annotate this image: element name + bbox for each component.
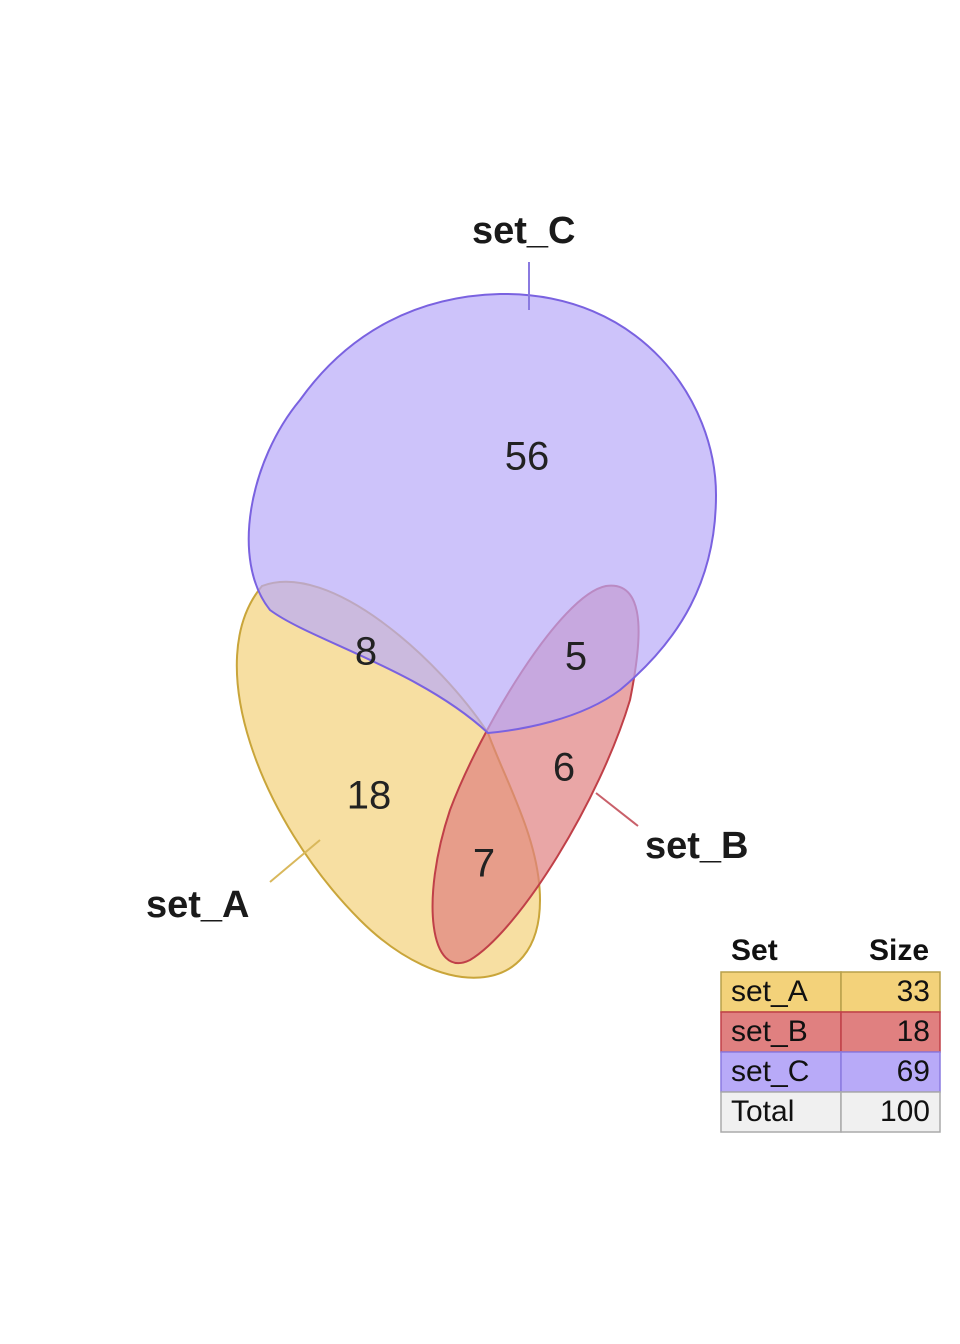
- table-row-a-value: 33: [897, 975, 930, 1008]
- table-row-total-label: Total: [731, 1095, 794, 1128]
- region-count-a-b: 7: [473, 842, 495, 886]
- table-row-c-label: set_C: [731, 1055, 809, 1088]
- set-c-shape: [247, 292, 718, 735]
- table-row-c-value: 69: [897, 1055, 930, 1088]
- region-count-a-only: 18: [347, 774, 392, 818]
- table-row-total-value: 100: [880, 1095, 930, 1128]
- table-row-total-label-cell: [720, 1091, 842, 1133]
- region-count-b-c: 5: [565, 635, 587, 679]
- table-row-total-value-cell: [840, 1091, 941, 1133]
- table-row-b-value: 18: [897, 1015, 930, 1048]
- table-header-set: Set: [731, 934, 778, 967]
- table-row-a-label: set_A: [731, 975, 808, 1008]
- table-row-b-value-cell: [840, 1011, 941, 1053]
- legend-table: Set Size set_A 33 set_B 18 set_C 69 Tota…: [720, 934, 941, 1133]
- set-a-leader-line: [269, 839, 321, 883]
- region-count-c-only: 56: [505, 435, 550, 479]
- table-row-a-value-cell: [840, 971, 941, 1013]
- region-count-b-only: 6: [553, 746, 575, 790]
- set-c-label: set_C: [472, 210, 576, 252]
- set-a-label: set_A: [146, 884, 250, 926]
- table-row-b-label: set_B: [731, 1015, 808, 1048]
- table-header-size: Size: [869, 934, 929, 967]
- set-b-leader-line: [595, 792, 639, 827]
- region-count-a-c: 8: [355, 630, 377, 674]
- table-row-c-value-cell: [840, 1051, 941, 1093]
- set-b-label: set_B: [645, 825, 749, 867]
